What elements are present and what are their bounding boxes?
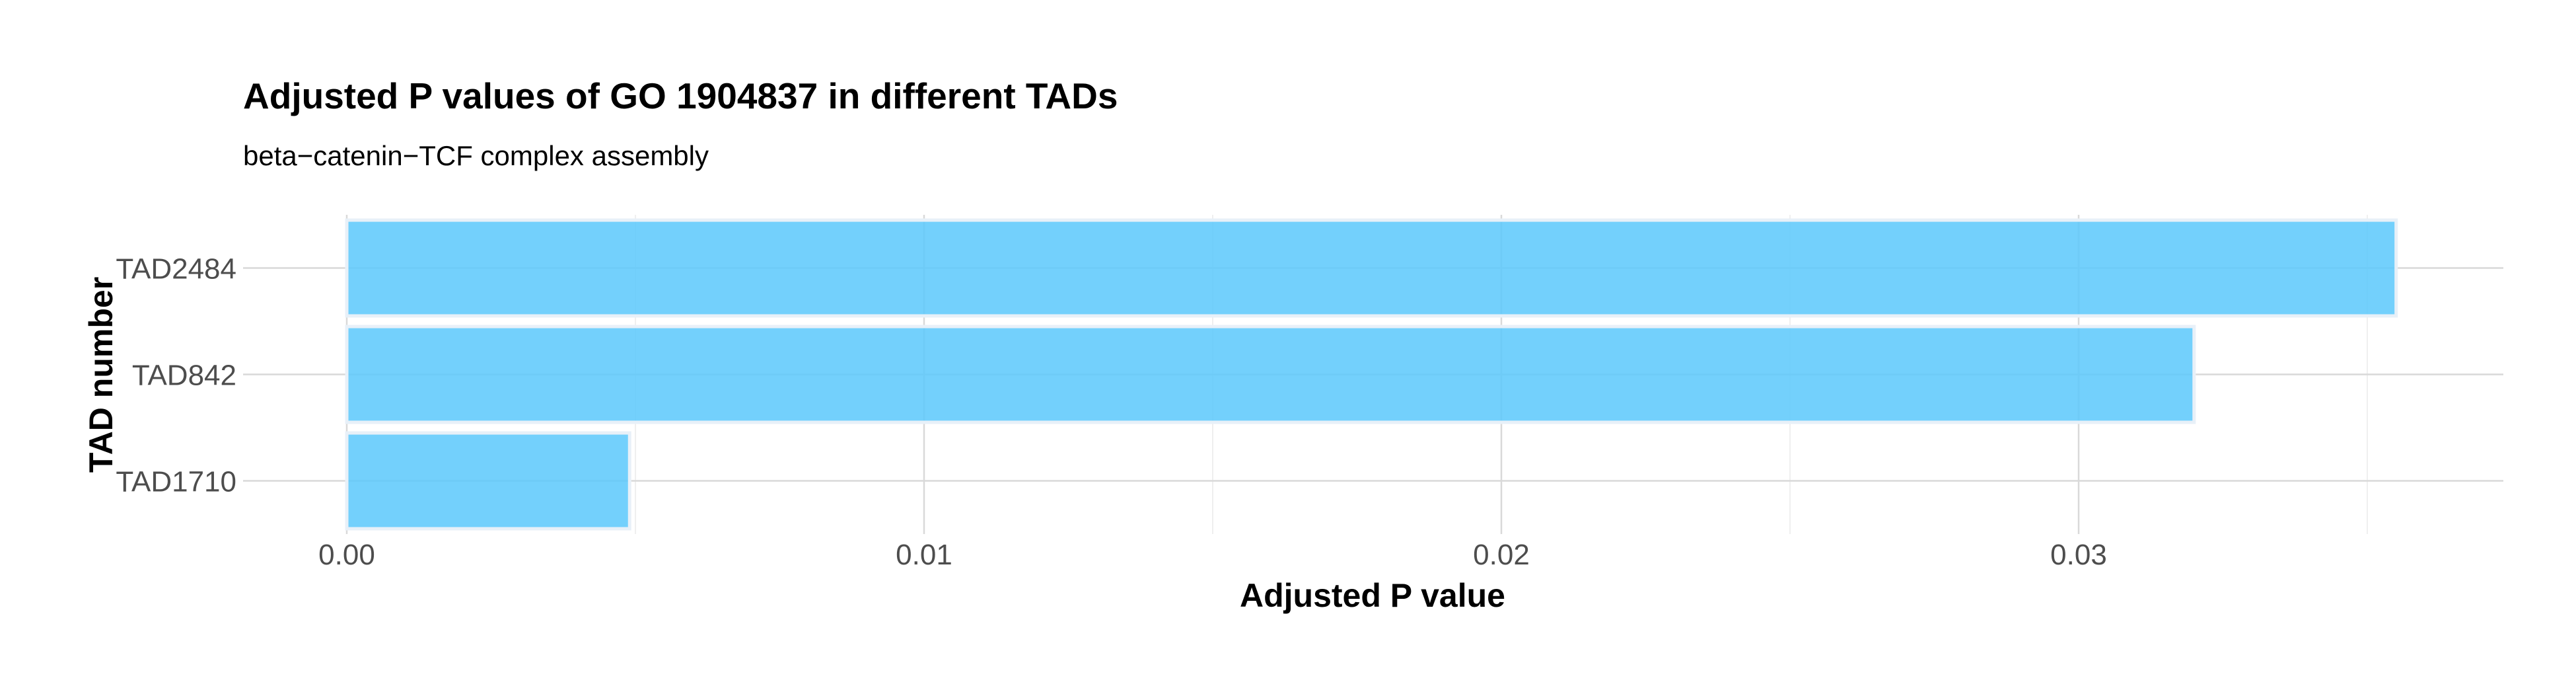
- bars: [345, 218, 2398, 531]
- y-axis-title: TAD number: [83, 277, 120, 473]
- x-tick-label: 0.02: [1473, 539, 1530, 571]
- bar: [345, 325, 2196, 424]
- x-tick-label: 0.03: [2050, 539, 2107, 571]
- y-tick-label: TAD2484: [116, 253, 236, 286]
- y-tick-label: TAD842: [132, 360, 236, 392]
- x-axis-tick-labels: 0.00 0.01 0.02 0.03: [318, 539, 2107, 571]
- x-tick-label: 0.00: [318, 539, 375, 571]
- bar: [345, 218, 2398, 318]
- bar: [345, 431, 631, 531]
- x-tick-label: 0.01: [896, 539, 952, 571]
- y-tick-label: TAD1710: [116, 466, 236, 498]
- chart-title: Adjusted P values of GO 1904837 in diffe…: [243, 75, 1118, 116]
- chart-subtitle: beta−catenin−TCF complex assembly: [243, 140, 709, 171]
- y-axis-tick-labels: TAD2484 TAD842 TAD1710: [116, 253, 236, 498]
- x-axis-title: Adjusted P value: [1240, 577, 1505, 614]
